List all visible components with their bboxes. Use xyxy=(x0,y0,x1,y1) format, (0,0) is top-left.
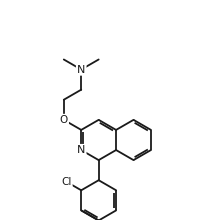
Text: O: O xyxy=(60,115,68,125)
Text: N: N xyxy=(77,65,85,75)
Text: Cl: Cl xyxy=(61,177,72,187)
Text: N: N xyxy=(77,145,85,155)
